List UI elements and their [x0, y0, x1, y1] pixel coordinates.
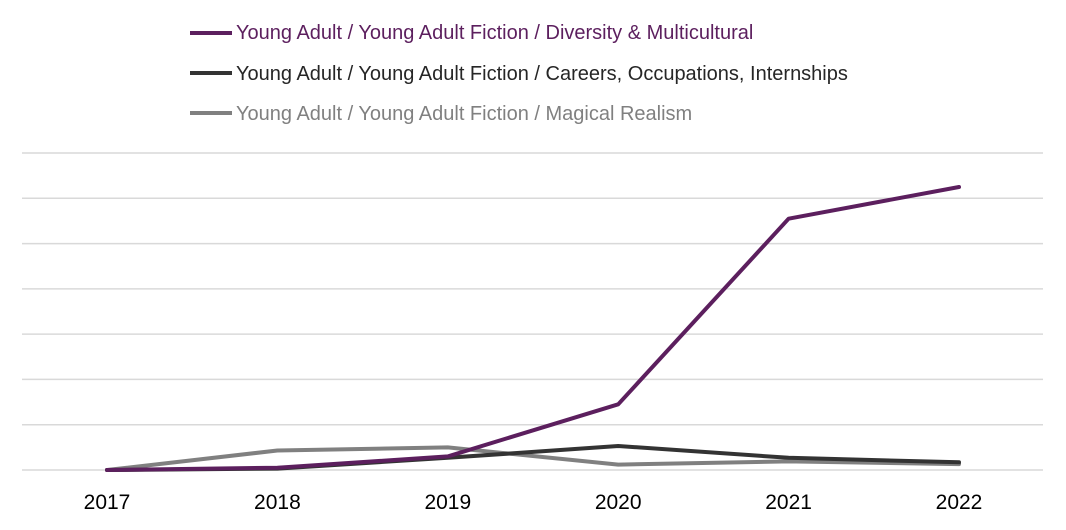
- x-axis-tick-labels: 2017 2018 2019 2020 2021 2022: [84, 491, 983, 514]
- x-tick-label: 2018: [254, 491, 301, 514]
- series-lines: [105, 185, 961, 472]
- x-tick-label: 2019: [424, 491, 471, 514]
- series-line-diversity-multicultural: [105, 185, 961, 472]
- x-tick-label: 2020: [595, 491, 642, 514]
- chart-legend: Young Adult / Young Adult Fiction / Dive…: [190, 22, 848, 125]
- legend-item-careers-occupations: Young Adult / Young Adult Fiction / Care…: [190, 63, 848, 85]
- legend-label-diversity-multicultural: Young Adult / Young Adult Fiction / Dive…: [236, 22, 753, 44]
- x-tick-label: 2022: [936, 491, 983, 514]
- legend-item-diversity-multicultural: Young Adult / Young Adult Fiction / Dive…: [190, 22, 753, 44]
- series-line-magical-realism: [105, 445, 961, 472]
- legend-label-careers-occupations: Young Adult / Young Adult Fiction / Care…: [236, 63, 848, 85]
- x-tick-label: 2017: [84, 491, 131, 514]
- legend-item-magical-realism: Young Adult / Young Adult Fiction / Magi…: [190, 103, 692, 125]
- legend-label-magical-realism: Young Adult / Young Adult Fiction / Magi…: [236, 103, 692, 125]
- x-tick-label: 2021: [765, 491, 812, 514]
